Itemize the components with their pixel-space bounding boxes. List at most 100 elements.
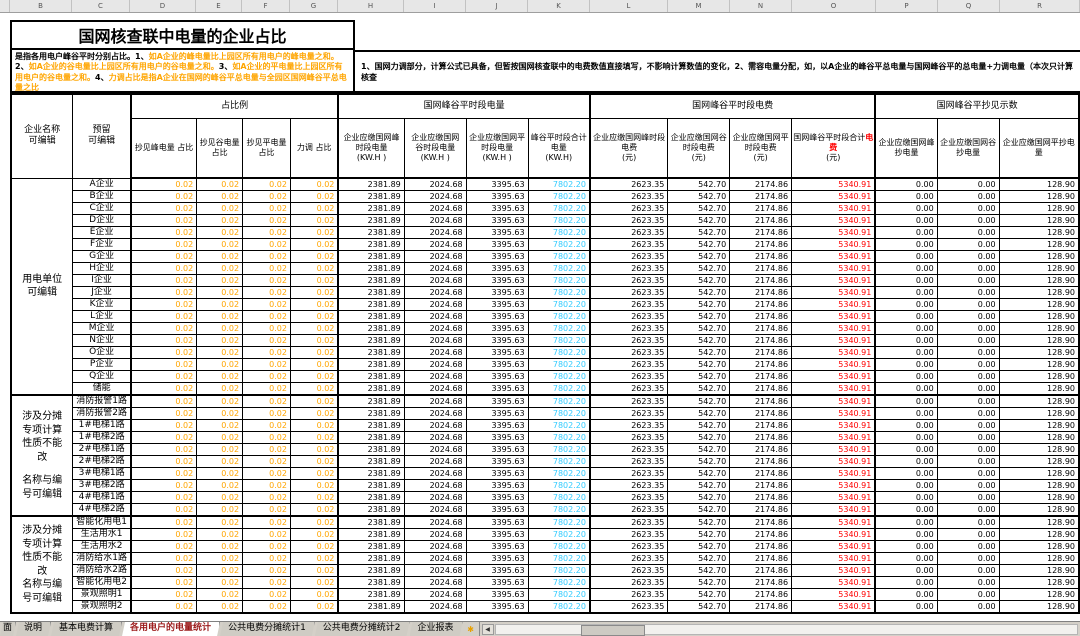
scrollbar-track[interactable] <box>494 623 1078 636</box>
value-cell[interactable]: 2623.35 <box>588 190 669 203</box>
value-cell[interactable]: 2623.35 <box>588 238 669 251</box>
value-cell[interactable]: 0.02 <box>196 310 244 323</box>
value-cell[interactable]: 3395.63 <box>465 202 529 215</box>
value-cell[interactable]: 2174.86 <box>729 455 793 468</box>
value-cell[interactable]: 0.00 <box>936 528 1000 541</box>
value-cell[interactable]: 0.02 <box>289 358 339 371</box>
value-cell[interactable]: 7802.20 <box>527 358 591 371</box>
value-cell[interactable]: 7802.20 <box>527 540 591 553</box>
value-cell[interactable]: 0.00 <box>936 515 1000 529</box>
value-cell[interactable]: 0.02 <box>129 382 198 396</box>
company-name-cell[interactable]: K企业 <box>72 298 132 311</box>
value-cell[interactable]: 542.70 <box>667 491 731 504</box>
value-cell[interactable]: 2174.86 <box>729 202 793 215</box>
value-cell[interactable]: 0.02 <box>196 262 244 275</box>
company-name-cell[interactable]: J企业 <box>72 286 132 299</box>
value-cell[interactable]: 2623.35 <box>588 576 669 589</box>
value-cell[interactable]: 0.02 <box>242 358 291 371</box>
value-cell[interactable]: 7802.20 <box>527 564 591 577</box>
value-cell[interactable]: 7802.20 <box>527 467 591 480</box>
value-cell[interactable]: 0.02 <box>289 274 339 287</box>
sheet-tab-公共电费分摊统计1[interactable]: 公共电费分摊统计1 <box>220 622 315 636</box>
new-sheet-button[interactable]: ✱ <box>463 622 480 636</box>
value-cell[interactable]: 0.00 <box>936 274 1000 287</box>
value-cell[interactable]: 0.02 <box>242 443 291 456</box>
value-cell[interactable]: 3395.63 <box>465 286 529 299</box>
column-header-B[interactable]: B <box>10 0 72 12</box>
value-cell[interactable]: 0.02 <box>196 334 244 347</box>
value-cell[interactable]: 2381.89 <box>337 370 405 383</box>
value-cell[interactable]: 2381.89 <box>337 600 405 614</box>
value-cell[interactable]: 2024.68 <box>403 528 467 541</box>
value-cell[interactable]: 2623.35 <box>588 564 669 577</box>
value-cell[interactable]: 5340.91 <box>791 394 876 408</box>
value-cell[interactable]: 5340.91 <box>791 455 876 468</box>
value-cell[interactable]: 2623.35 <box>588 503 669 517</box>
value-cell[interactable]: 0.02 <box>289 190 339 203</box>
value-cell[interactable]: 0.00 <box>874 286 938 299</box>
note-right-cell[interactable]: 1、国网力调部分，计算公式已具备，但暂按国网核查联中的电费数值直接填写，不影响计… <box>355 50 1080 93</box>
value-cell[interactable]: 542.70 <box>667 394 731 408</box>
value-cell[interactable]: 2174.86 <box>729 358 793 371</box>
value-cell[interactable]: 0.02 <box>242 491 291 504</box>
column-header-G[interactable]: G <box>290 0 338 12</box>
value-cell[interactable]: 0.02 <box>129 394 198 408</box>
value-cell[interactable]: 128.90 <box>998 214 1080 227</box>
value-cell[interactable]: 0.02 <box>129 334 198 347</box>
value-cell[interactable]: 2174.86 <box>729 467 793 480</box>
company-name-cell[interactable]: 2#电梯2路 <box>72 455 132 468</box>
company-name-cell[interactable]: F企业 <box>72 238 132 251</box>
value-cell[interactable]: 2174.86 <box>729 491 793 504</box>
value-cell[interactable]: 542.70 <box>667 346 731 359</box>
value-cell[interactable]: 0.00 <box>936 238 1000 251</box>
value-cell[interactable]: 7802.20 <box>527 190 591 203</box>
value-cell[interactable]: 0.00 <box>874 540 938 553</box>
value-cell[interactable]: 7802.20 <box>527 334 591 347</box>
value-cell[interactable]: 2381.89 <box>337 588 405 601</box>
value-cell[interactable]: 5340.91 <box>791 190 876 203</box>
value-cell[interactable]: 2024.68 <box>403 552 467 565</box>
company-name-cell[interactable]: Q企业 <box>72 370 132 383</box>
value-cell[interactable]: 2381.89 <box>337 274 405 287</box>
value-cell[interactable]: 0.00 <box>936 334 1000 347</box>
value-cell[interactable]: 2174.86 <box>729 322 793 335</box>
value-cell[interactable]: 0.02 <box>289 419 339 432</box>
value-cell[interactable]: 0.02 <box>242 394 291 408</box>
column-header-M[interactable]: M <box>668 0 730 12</box>
value-cell[interactable]: 5340.91 <box>791 588 876 601</box>
value-cell[interactable]: 2174.86 <box>729 238 793 251</box>
value-cell[interactable]: 2623.35 <box>588 177 669 191</box>
value-cell[interactable]: 0.02 <box>129 564 198 577</box>
value-cell[interactable]: 0.00 <box>874 407 938 420</box>
value-cell[interactable]: 2381.89 <box>337 238 405 251</box>
value-cell[interactable]: 7802.20 <box>527 588 591 601</box>
value-cell[interactable]: 5340.91 <box>791 322 876 335</box>
value-cell[interactable]: 0.02 <box>242 455 291 468</box>
value-cell[interactable]: 0.02 <box>129 528 198 541</box>
value-cell[interactable]: 542.70 <box>667 250 731 263</box>
value-cell[interactable]: 542.70 <box>667 274 731 287</box>
value-cell[interactable]: 2623.35 <box>588 370 669 383</box>
value-cell[interactable]: 2381.89 <box>337 334 405 347</box>
value-cell[interactable]: 2381.89 <box>337 190 405 203</box>
value-cell[interactable]: 2174.86 <box>729 334 793 347</box>
value-cell[interactable]: 2174.86 <box>729 443 793 456</box>
value-cell[interactable]: 0.02 <box>242 419 291 432</box>
value-cell[interactable]: 0.00 <box>874 190 938 203</box>
value-cell[interactable]: 5340.91 <box>791 540 876 553</box>
value-cell[interactable]: 0.02 <box>242 190 291 203</box>
value-cell[interactable]: 2024.68 <box>403 202 467 215</box>
value-cell[interactable]: 2024.68 <box>403 238 467 251</box>
column-header-I[interactable]: I <box>404 0 466 12</box>
value-cell[interactable]: 0.00 <box>936 310 1000 323</box>
value-cell[interactable]: 7802.20 <box>527 238 591 251</box>
value-cell[interactable]: 2381.89 <box>337 394 405 408</box>
company-name-cell[interactable]: C企业 <box>72 202 132 215</box>
value-cell[interactable]: 7802.20 <box>527 177 591 191</box>
company-name-cell[interactable]: 4#电梯2路 <box>72 503 132 517</box>
value-cell[interactable]: 0.02 <box>129 479 198 492</box>
value-cell[interactable]: 542.70 <box>667 467 731 480</box>
value-cell[interactable]: 542.70 <box>667 334 731 347</box>
value-cell[interactable]: 2174.86 <box>729 419 793 432</box>
value-cell[interactable]: 0.00 <box>874 467 938 480</box>
